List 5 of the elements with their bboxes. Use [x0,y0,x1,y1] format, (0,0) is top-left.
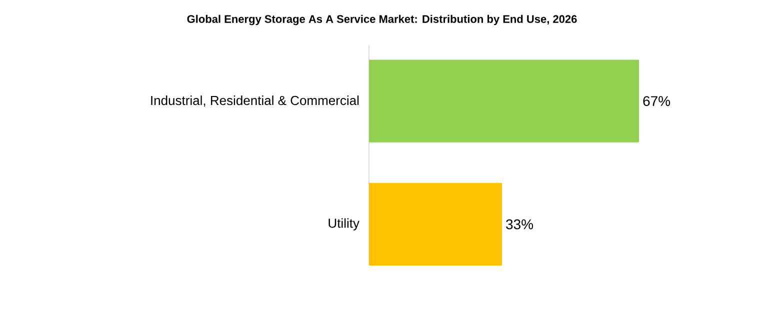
y-tick-label: Utility [328,218,360,230]
data-label: 67% [643,96,670,106]
y-tick-label: Industrial, Residential & Commercial [151,96,359,107]
data-label: 33% [506,219,534,230]
chart-title: Global Energy Storage As A Service Market: Distribution by End Use, 2026 [187,14,577,26]
